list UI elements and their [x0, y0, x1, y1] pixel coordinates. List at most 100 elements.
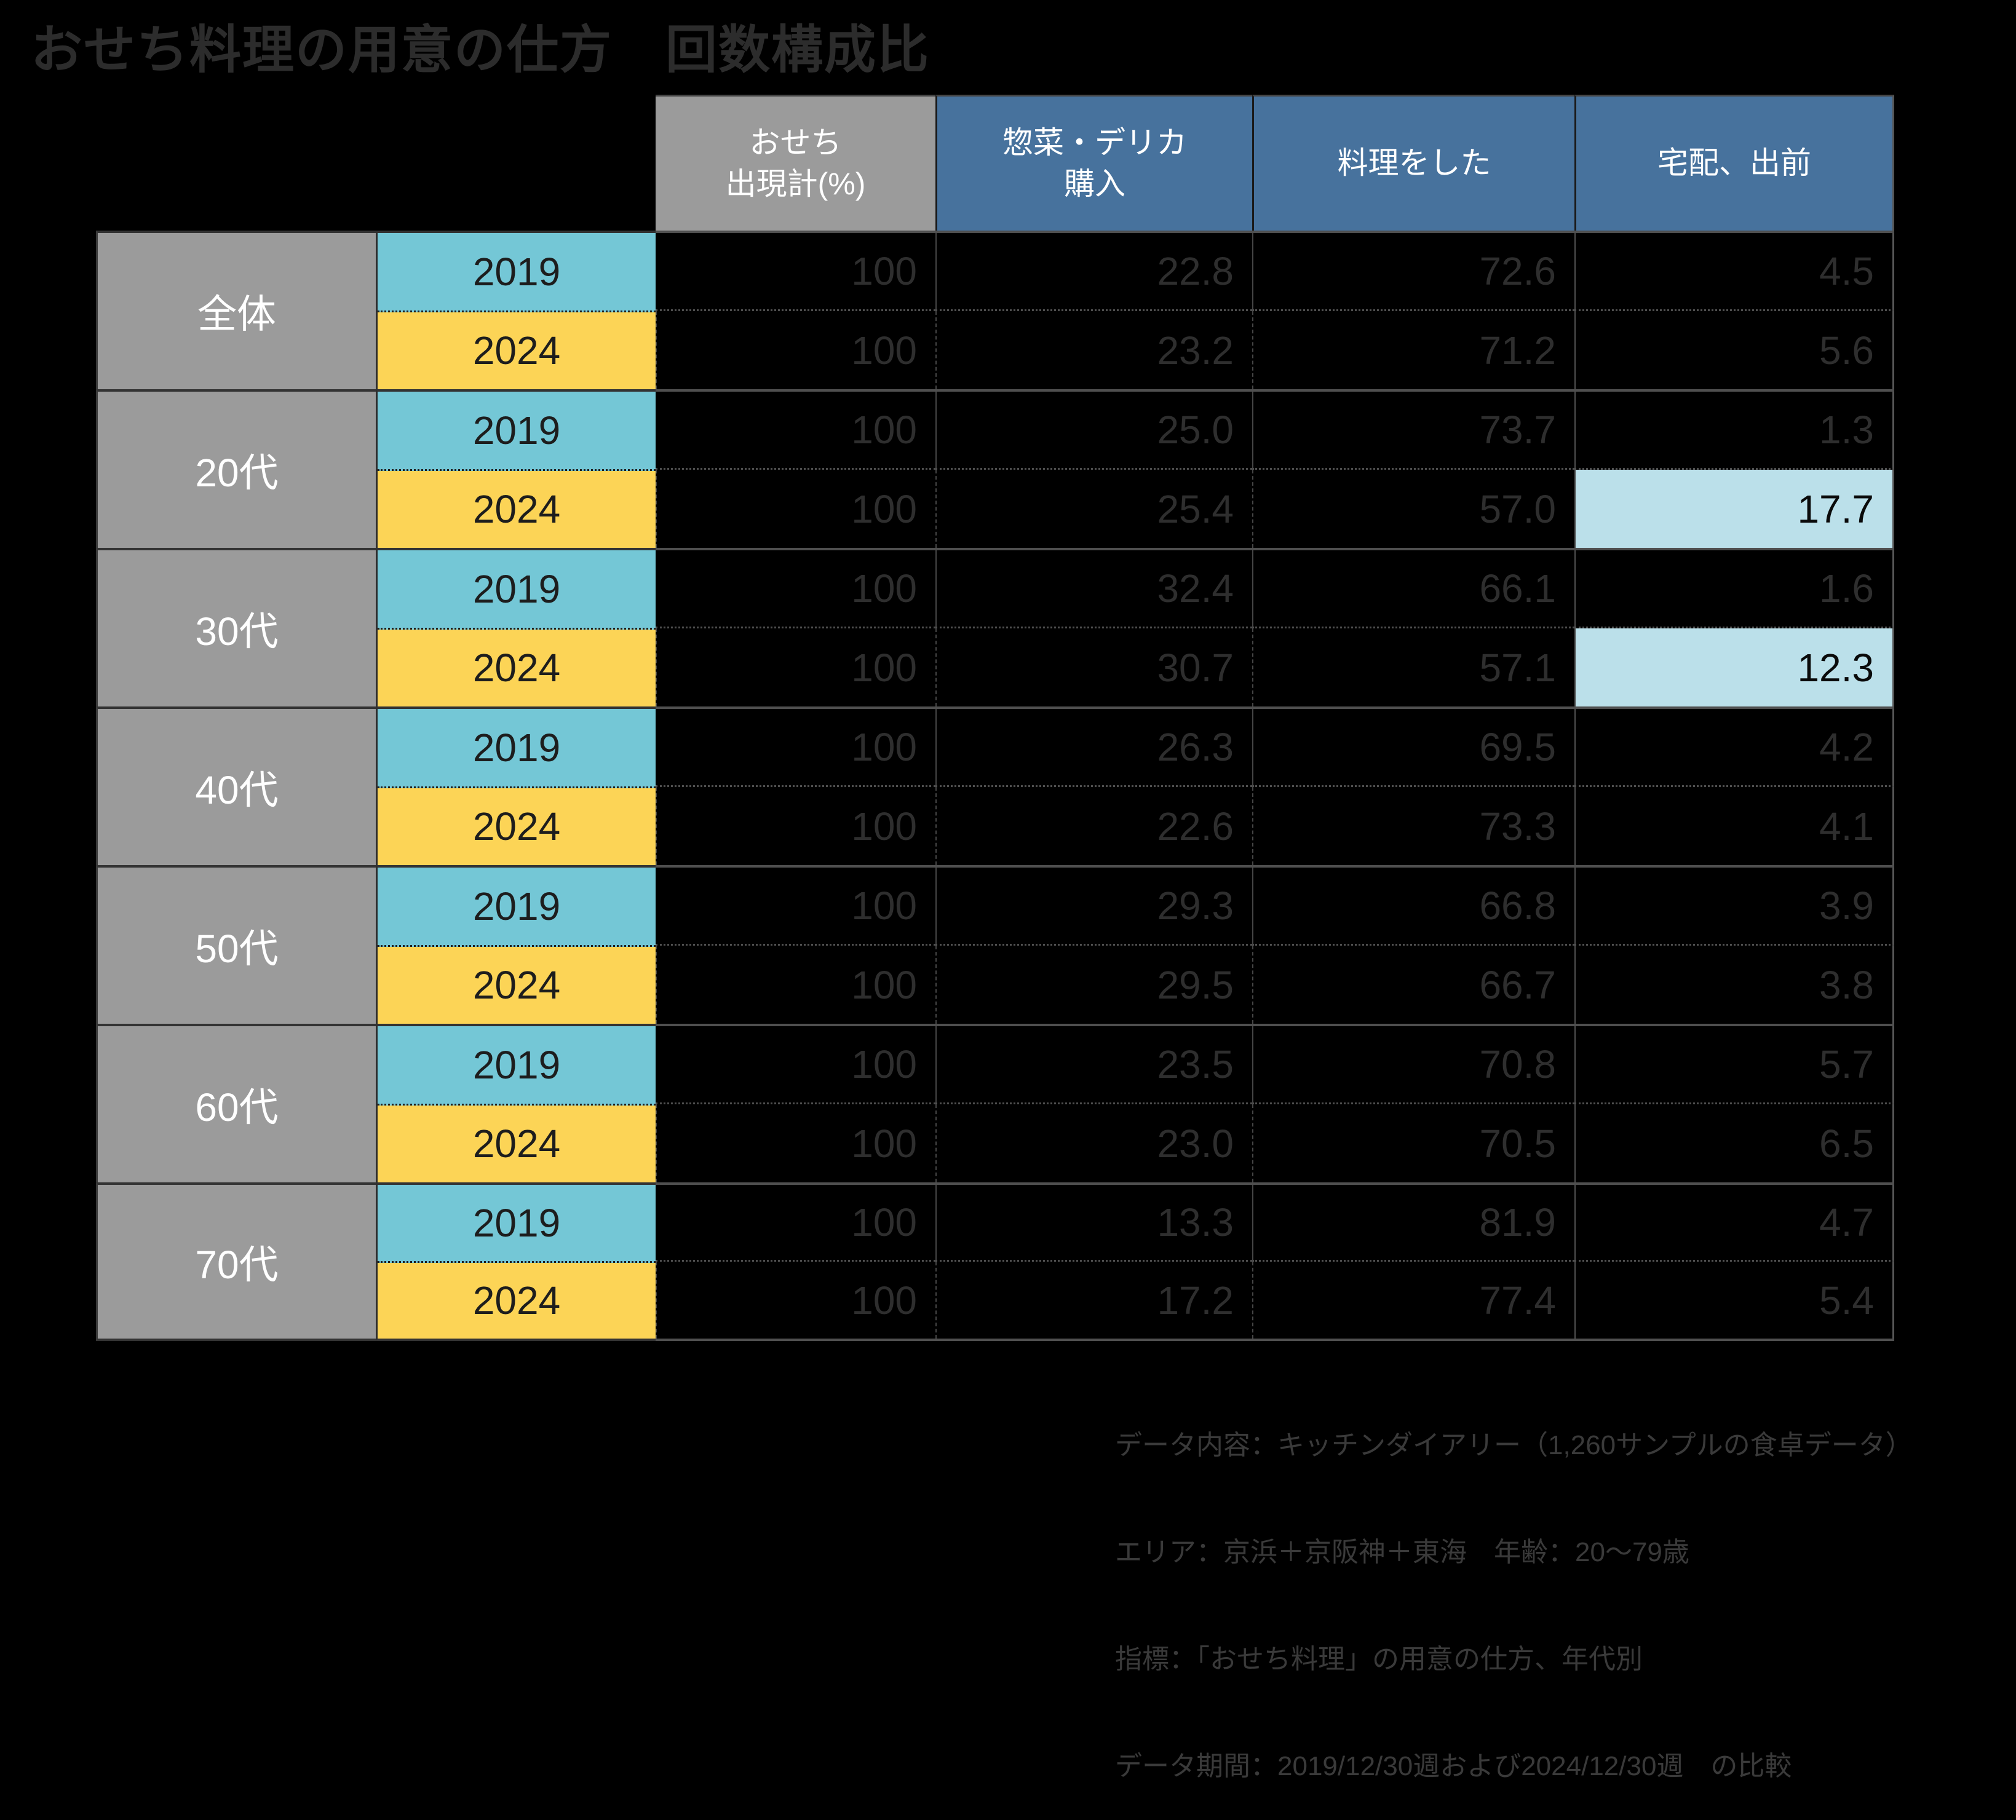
cell: 100 — [656, 628, 935, 706]
cell: 1.3 — [1574, 392, 1894, 470]
cell: 72.6 — [1252, 233, 1574, 311]
table-row: 100 22.6 73.3 4.1 — [656, 787, 1894, 865]
cell: 5.6 — [1574, 311, 1894, 389]
cell: 30.7 — [935, 628, 1252, 706]
year-cell-2019: 2019 — [378, 233, 656, 312]
cell: 100 — [656, 1104, 935, 1182]
cell: 100 — [656, 233, 935, 311]
cell: 23.2 — [935, 311, 1252, 389]
note-line: 指標：「おせち料理」の用意の仕方、年代別 — [1115, 1644, 1643, 1674]
year-cell-2019: 2019 — [378, 550, 656, 630]
row-group-40s: 40代 2019 2024 100 26.3 69.5 4.2 100 22.6… — [96, 706, 1894, 865]
year-cell-2024: 2024 — [378, 470, 656, 548]
column-header-osechi-total: おせち 出現計(%) — [656, 95, 935, 231]
group-data: 100 22.8 72.6 4.5 100 23.2 71.2 5.6 — [656, 231, 1894, 389]
cell: 73.7 — [1252, 392, 1574, 470]
year-cell-2024: 2024 — [378, 1105, 656, 1182]
group-data: 100 23.5 70.8 5.7 100 23.0 70.5 6.5 — [656, 1024, 1894, 1182]
year-column: 2019 2024 — [376, 389, 656, 548]
table-row: 100 26.3 69.5 4.2 — [656, 709, 1894, 787]
header-spacer — [96, 95, 656, 231]
cell: 100 — [656, 787, 935, 865]
group-label: 30代 — [96, 548, 376, 706]
cell: 5.7 — [1574, 1026, 1894, 1104]
group-label: 20代 — [96, 389, 376, 548]
data-table: おせち 出現計(%) 惣菜・デリカ 購入 料理をした 宅配、出前 全体 2019… — [96, 95, 1894, 1341]
table-row: 100 30.7 57.1 12.3 — [656, 628, 1894, 706]
table-row: 100 29.5 66.7 3.8 — [656, 946, 1894, 1024]
cell: 4.1 — [1574, 787, 1894, 865]
cell: 69.5 — [1252, 709, 1574, 787]
group-data: 100 13.3 81.9 4.7 100 17.2 77.4 5.4 — [656, 1182, 1894, 1341]
cell: 23.5 — [935, 1026, 1252, 1104]
cell: 100 — [656, 709, 935, 787]
year-cell-2019: 2019 — [378, 1026, 656, 1106]
highlighted-cell: 17.7 — [1574, 470, 1894, 548]
group-data: 100 26.3 69.5 4.2 100 22.6 73.3 4.1 — [656, 706, 1894, 865]
column-header-delivery: 宅配、出前 — [1574, 95, 1894, 231]
cell: 66.8 — [1252, 868, 1574, 946]
cell: 70.5 — [1252, 1104, 1574, 1182]
group-label: 70代 — [96, 1182, 376, 1341]
table-row: 100 29.3 66.8 3.9 — [656, 868, 1894, 946]
cell: 17.2 — [935, 1262, 1252, 1339]
cell: 100 — [656, 1026, 935, 1104]
cell: 22.8 — [935, 233, 1252, 311]
cell: 100 — [656, 550, 935, 628]
cell: 22.6 — [935, 787, 1252, 865]
year-column: 2019 2024 — [376, 548, 656, 706]
note-line: データ期間：2019/12/30週および2024/12/30週 の比較 — [1115, 1751, 1792, 1781]
row-group-20s: 20代 2019 2024 100 25.0 73.7 1.3 100 25.4… — [96, 389, 1894, 548]
year-column: 2019 2024 — [376, 706, 656, 865]
cell: 100 — [656, 311, 935, 389]
cell: 100 — [656, 470, 935, 548]
table-row: 100 23.0 70.5 6.5 — [656, 1104, 1894, 1182]
row-group-overall: 全体 2019 2024 100 22.8 72.6 4.5 100 23.2 … — [96, 231, 1894, 389]
table-row: 100 23.5 70.8 5.7 — [656, 1026, 1894, 1104]
year-cell-2019: 2019 — [378, 392, 656, 471]
table-row: 100 22.8 72.6 4.5 — [656, 233, 1894, 311]
cell: 1.6 — [1574, 550, 1894, 628]
cell: 57.0 — [1252, 470, 1574, 548]
year-cell-2024: 2024 — [378, 629, 656, 706]
cell: 57.1 — [1252, 628, 1574, 706]
cell: 4.5 — [1574, 233, 1894, 311]
cell: 23.0 — [935, 1104, 1252, 1182]
cell: 81.9 — [1252, 1185, 1574, 1262]
group-label: 全体 — [96, 231, 376, 389]
cell: 13.3 — [935, 1185, 1252, 1262]
year-cell-2024: 2024 — [378, 312, 656, 389]
year-cell-2019: 2019 — [378, 868, 656, 947]
cell: 100 — [656, 868, 935, 946]
cell: 6.5 — [1574, 1104, 1894, 1182]
year-column: 2019 2024 — [376, 1024, 656, 1182]
year-cell-2024: 2024 — [378, 788, 656, 865]
column-header-cooked: 料理をした — [1252, 95, 1574, 231]
cell: 25.4 — [935, 470, 1252, 548]
cell: 4.7 — [1574, 1185, 1894, 1262]
column-header-deli-purchase: 惣菜・デリカ 購入 — [935, 95, 1252, 231]
cell: 29.3 — [935, 868, 1252, 946]
cell: 3.9 — [1574, 868, 1894, 946]
row-group-60s: 60代 2019 2024 100 23.5 70.8 5.7 100 23.0… — [96, 1024, 1894, 1182]
page-title: おせち料理の用意の仕方 回数構成比 — [31, 21, 931, 79]
table-row: 100 25.0 73.7 1.3 — [656, 392, 1894, 470]
table-row: 100 17.2 77.4 5.4 — [656, 1262, 1894, 1339]
year-column: 2019 2024 — [376, 231, 656, 389]
row-group-50s: 50代 2019 2024 100 29.3 66.8 3.9 100 29.5… — [96, 865, 1894, 1024]
year-column: 2019 2024 — [376, 1182, 656, 1341]
cell: 4.2 — [1574, 709, 1894, 787]
group-data: 100 29.3 66.8 3.9 100 29.5 66.7 3.8 — [656, 865, 1894, 1024]
cell: 5.4 — [1574, 1262, 1894, 1339]
highlighted-cell: 12.3 — [1574, 628, 1894, 706]
cell: 73.3 — [1252, 787, 1574, 865]
cell: 71.2 — [1252, 311, 1574, 389]
year-cell-2024: 2024 — [378, 1262, 656, 1339]
cell: 25.0 — [935, 392, 1252, 470]
table-row: 100 32.4 66.1 1.6 — [656, 550, 1894, 628]
table-row: 100 25.4 57.0 17.7 — [656, 470, 1894, 548]
table-row: 100 23.2 71.2 5.6 — [656, 311, 1894, 389]
year-column: 2019 2024 — [376, 865, 656, 1024]
group-label: 60代 — [96, 1024, 376, 1182]
cell: 66.7 — [1252, 946, 1574, 1024]
